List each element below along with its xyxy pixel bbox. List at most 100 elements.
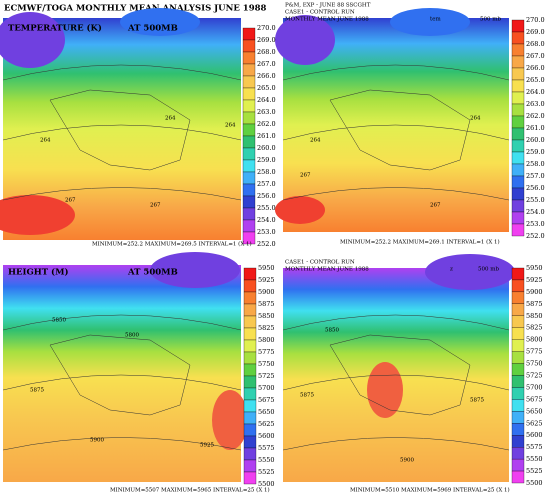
colorbar-label: 270.0: [526, 16, 545, 24]
colorbar-label: 265.0: [526, 76, 545, 84]
colorbar-cell: [243, 387, 257, 401]
colorbar-label: 259.0: [257, 156, 276, 164]
colorbar-label: 5600: [258, 432, 275, 440]
contour-label: 267: [150, 203, 161, 209]
contour-label: 264: [310, 138, 321, 144]
colorbar-label: 263.0: [257, 108, 276, 116]
colorbar-cell: [511, 67, 525, 81]
panel-header: AT 500MB: [127, 24, 178, 34]
colorbar-cell: [242, 135, 256, 149]
contour-label: 267: [430, 203, 441, 209]
colorbar-label: 5925: [526, 276, 543, 284]
colorbar-cell: [511, 411, 525, 424]
contour-label: 5875: [30, 388, 44, 394]
colorbar-cell: [243, 447, 257, 461]
colorbar-label: 5600: [526, 431, 543, 439]
colorbar-label: 266.0: [257, 72, 276, 80]
colorbar-label: 5850: [258, 312, 275, 320]
colorbar-label: 266.0: [526, 64, 545, 72]
colorbar-cell: [242, 27, 256, 41]
colorbar-label: 5575: [258, 444, 275, 452]
colorbar-label: 264.0: [257, 96, 276, 104]
panel-header: TEMPERATURE (K): [8, 23, 102, 34]
colorbar-cell: [242, 171, 256, 185]
colorbar-label: 269.0: [257, 36, 276, 44]
panel-header: z: [450, 267, 453, 273]
colorbar-cell: [243, 351, 257, 365]
colorbar-cell: [242, 159, 256, 173]
contour-label: 267: [300, 173, 311, 179]
colorbar-label: 260.0: [526, 136, 545, 144]
contour-label: 264: [470, 116, 481, 122]
panel-header: CASE1 - CONTROL RUN: [285, 10, 355, 16]
colorbar-cell: [511, 19, 525, 33]
panel-footer: MINIMUM=5507 MAXIMUM=5965 INTERVAL=25 (X…: [110, 487, 270, 494]
contour-label: 264: [165, 116, 176, 122]
colorbar-cell: [511, 279, 525, 293]
colorbar-label: 5500: [526, 479, 543, 487]
colorbar-cell: [511, 291, 525, 304]
colorbar-label: 5675: [526, 395, 543, 403]
map-background: [3, 265, 241, 482]
colorbar-cell: [242, 195, 256, 209]
colorbar-label: 270.0: [257, 24, 276, 32]
colorbar-label: 5800: [526, 336, 543, 344]
colorbar-cell: [242, 123, 256, 137]
colorbar-label: 5850: [526, 312, 543, 320]
colorbar-cell: [511, 315, 525, 328]
colorbar-label: 5875: [526, 300, 543, 308]
colorbar-cell: [242, 63, 256, 77]
colorbar-label: 254.0: [257, 216, 276, 224]
colorbar-cell: [243, 471, 257, 485]
contour-label: 5850: [52, 318, 66, 324]
colorbar-cell: [243, 303, 257, 317]
colorbar-cell: [243, 399, 257, 413]
panel-header: tem: [430, 17, 441, 23]
colorbar-cell: [242, 183, 256, 197]
colorbar-label: 5675: [258, 396, 275, 404]
colorbar-cell: [511, 447, 525, 460]
colorbar-cell: [243, 279, 257, 293]
colorbar-label: 5725: [258, 372, 275, 380]
colorbar-cell: [243, 327, 257, 341]
colorbar-cell: [511, 399, 525, 412]
colorbar-label: 258.0: [526, 160, 545, 168]
colorbar-cell: [242, 75, 256, 89]
colorbar-label: 5500: [258, 480, 275, 488]
colorbar-label: 5650: [526, 407, 543, 415]
colorbar-label: 5550: [526, 455, 543, 463]
contour-label: 264: [225, 123, 236, 129]
colorbar-cell: [511, 351, 525, 364]
colorbar-label: 5525: [258, 468, 275, 476]
colorbar-label: 5650: [258, 408, 275, 416]
map-lines: [2, 64, 510, 451]
colorbar-label: 5550: [258, 456, 275, 464]
colorbar-cell: [242, 39, 256, 53]
colorbar-cell: [511, 31, 525, 45]
colorbar-label: 252.0: [257, 240, 276, 248]
colorbar-label: 264.0: [526, 88, 545, 96]
colorbar-label: 269.0: [526, 28, 545, 36]
colorbar-cell: [511, 43, 525, 57]
colorbar-label: 5750: [258, 360, 275, 368]
colorbar-label: 267.0: [257, 60, 276, 68]
colorbar-label: 262.0: [257, 120, 276, 128]
colorbar-cell: [511, 339, 525, 352]
contour-label: 5875: [300, 393, 314, 399]
colorbar-label: 5950: [526, 264, 543, 272]
colorbar-cell: [242, 207, 256, 221]
colorbar-cell: [511, 211, 525, 225]
colorbar-label: 252.0: [526, 232, 545, 240]
low-center: [150, 252, 240, 288]
colorbar-cell: [511, 103, 525, 117]
colorbar-cell: [511, 127, 525, 141]
colorbar-cell: [511, 375, 525, 388]
colorbar-label: 256.0: [526, 184, 545, 192]
colorbar-label: 258.0: [257, 168, 276, 176]
colorbar-cell: [511, 387, 525, 400]
colorbar-cell: [243, 363, 257, 377]
colorbar-label: 257.0: [526, 172, 545, 180]
colorbar-label: 253.0: [526, 220, 545, 228]
colorbar-cell: [242, 87, 256, 101]
